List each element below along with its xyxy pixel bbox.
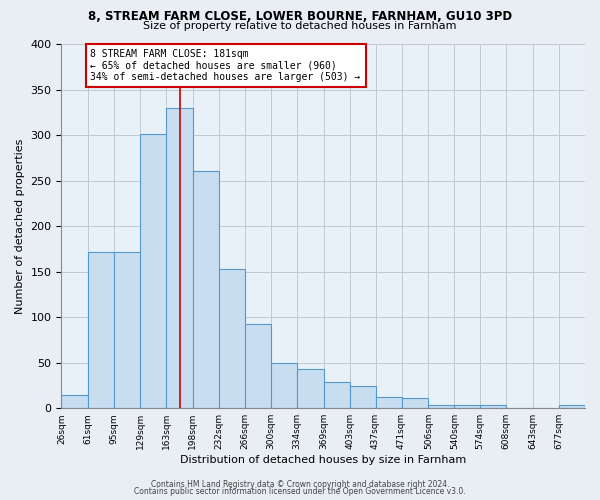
Bar [480,406,506,408]
Bar [350,386,376,408]
Bar [166,108,193,408]
Bar [271,362,297,408]
Bar [61,394,88,408]
Y-axis label: Number of detached properties: Number of detached properties [15,138,25,314]
Bar [297,369,323,408]
Bar [428,406,454,408]
Bar [401,398,428,408]
Bar [219,269,245,408]
Bar [193,172,219,408]
Bar [454,406,480,408]
Text: Contains public sector information licensed under the Open Government Licence v3: Contains public sector information licen… [134,487,466,496]
Bar [140,134,166,408]
Text: Size of property relative to detached houses in Farnham: Size of property relative to detached ho… [143,21,457,31]
Bar [245,324,271,408]
Bar [323,382,350,408]
Text: 8 STREAM FARM CLOSE: 181sqm
← 65% of detached houses are smaller (960)
34% of se: 8 STREAM FARM CLOSE: 181sqm ← 65% of det… [91,48,361,82]
Bar [88,252,114,408]
Text: Contains HM Land Registry data © Crown copyright and database right 2024.: Contains HM Land Registry data © Crown c… [151,480,449,489]
X-axis label: Distribution of detached houses by size in Farnham: Distribution of detached houses by size … [180,455,466,465]
Text: 8, STREAM FARM CLOSE, LOWER BOURNE, FARNHAM, GU10 3PD: 8, STREAM FARM CLOSE, LOWER BOURNE, FARN… [88,10,512,23]
Bar [559,404,585,408]
Bar [376,398,401,408]
Bar [114,252,140,408]
